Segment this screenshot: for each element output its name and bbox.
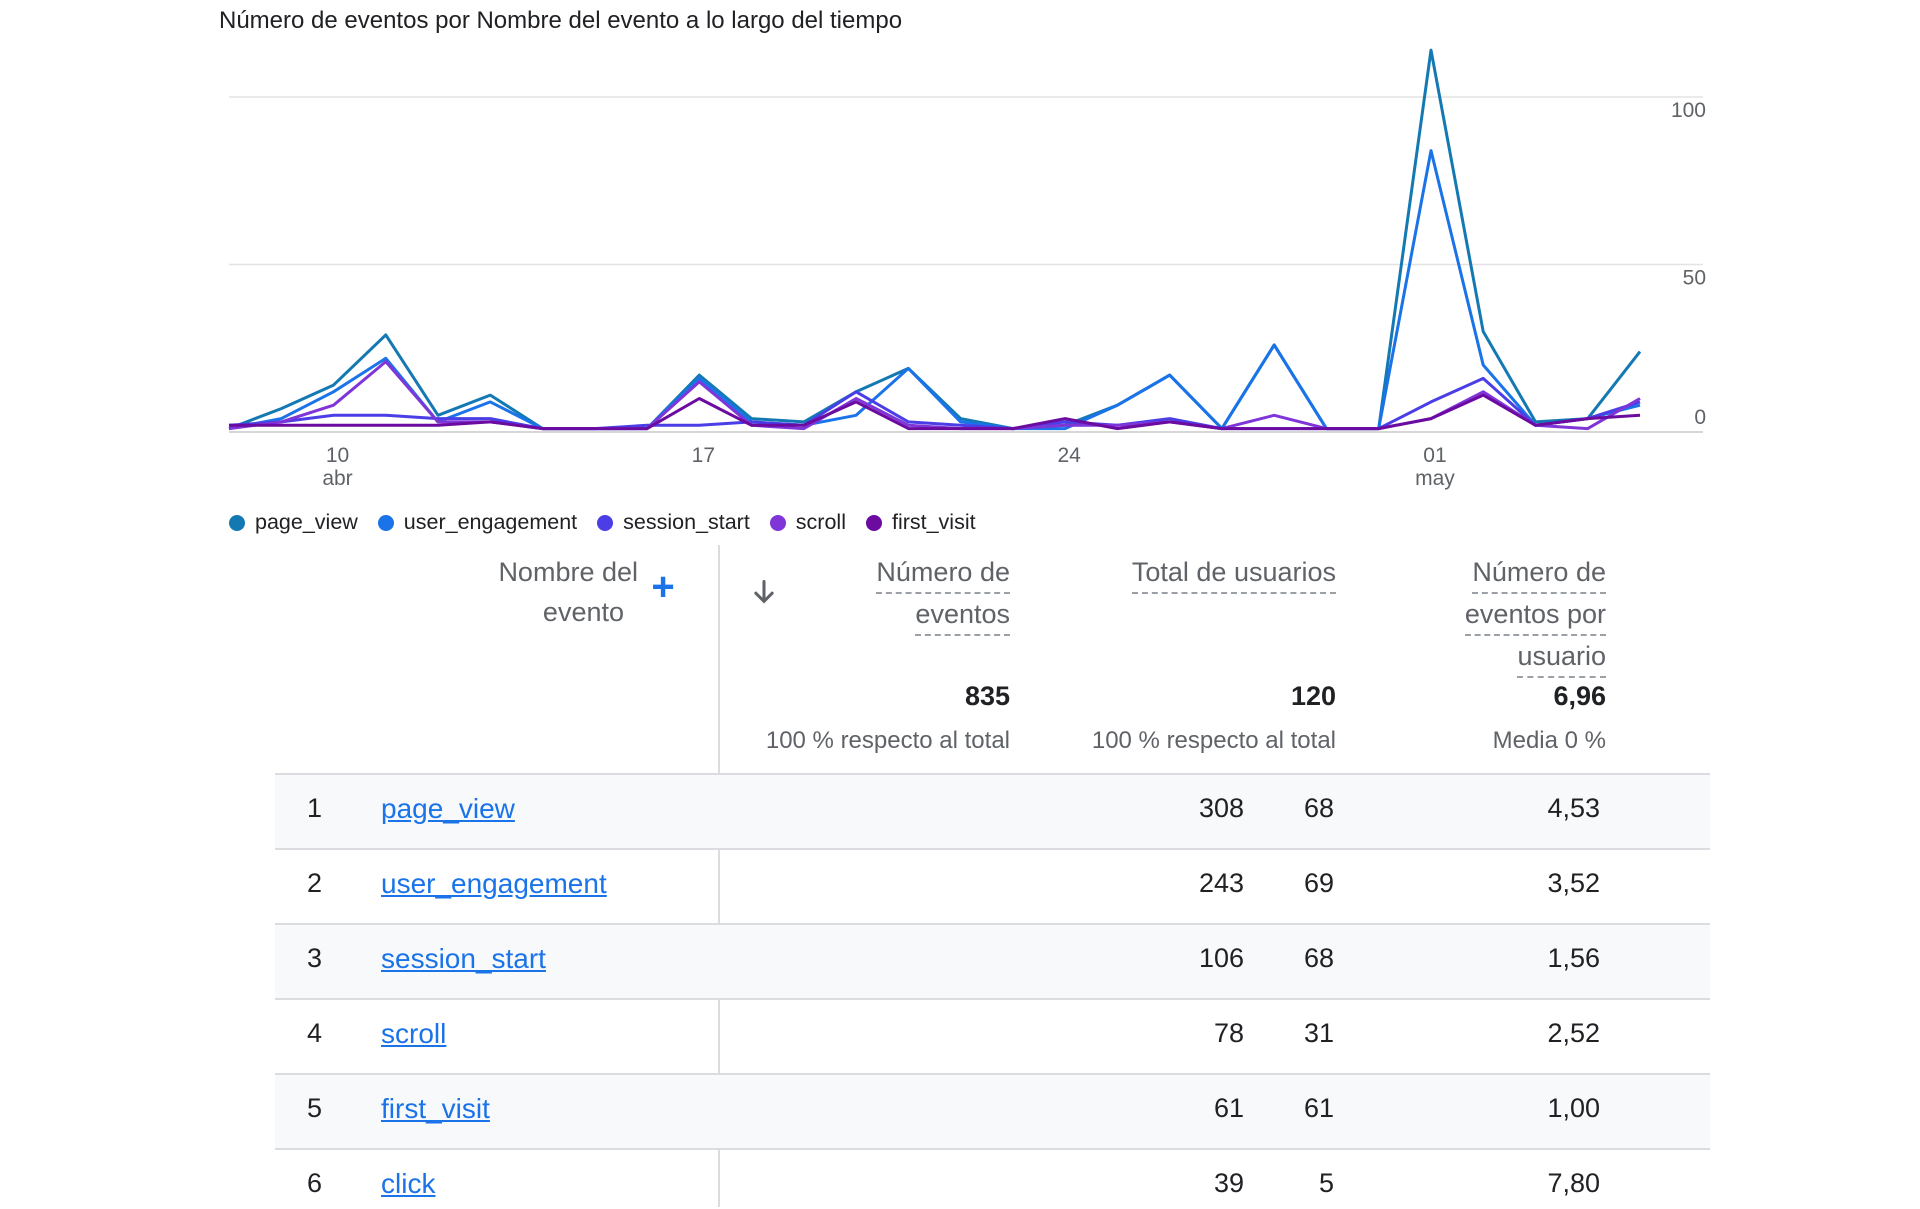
series-line-user-engagement[interactable] [228,149,1641,431]
add-dimension-button[interactable]: + [651,565,675,609]
legend-label: user_engagement [403,510,578,534]
y-tick-label: 50 [1683,267,1706,290]
row-events-per-user: 7,80 [1547,1168,1600,1198]
table-row[interactable]: 2 user_engagement 243 69 3,52 [275,848,1710,924]
row-total-users: 5 [1318,1168,1334,1198]
header-events-per-user-line3: usuario [1517,636,1606,678]
legend-label: scroll [795,510,846,534]
row-total-users: 68 [1303,793,1334,823]
total-users-subtext: 100 % respecto al total [1091,727,1336,754]
y-tick-label: 100 [1671,99,1706,122]
header-events-per-user[interactable]: Número de eventos por usuario [1390,552,1606,678]
legend-dot-icon [597,514,614,531]
x-tick-month-label: may [1415,467,1455,490]
row-event-link[interactable]: user_engagement [381,868,607,899]
series-line-session-start[interactable] [228,376,1641,431]
header-total-users[interactable]: Total de usuarios [1060,552,1336,594]
legend-item-first-visit[interactable]: first_visit [865,510,976,535]
row-events-per-user: 2,52 [1547,1018,1600,1048]
legend-dot-icon [769,514,786,531]
legend-dot-icon [865,514,882,531]
x-tick-label: 17 [692,444,715,467]
row-event-count: 308 [1198,793,1244,823]
series-line-page-view[interactable] [228,48,1642,431]
total-users: 120 [1290,681,1336,711]
legend-dot-icon [377,514,394,531]
row-events-per-user: 1,00 [1547,1093,1600,1123]
legend-item-page-view[interactable]: page_view [229,510,358,535]
total-events-subtext: 100 % respecto al total [765,727,1010,754]
table-row[interactable]: 4 scroll 78 31 2,52 [275,998,1710,1074]
table-row[interactable]: 1 page_view 308 68 4,53 [275,773,1710,849]
chart-legend: page_view user_engagement session_start … [229,510,996,535]
header-event-name-line2: evento [542,597,624,627]
row-event-link[interactable]: first_visit [381,1093,490,1124]
total-events: 835 [964,681,1010,711]
header-event-count-line2: eventos [915,594,1010,636]
header-event-name[interactable]: Nombre del evento [470,552,638,632]
legend-item-session-start[interactable]: session_start [597,510,750,535]
row-events-per-user: 1,56 [1547,943,1600,973]
series-line-first-visit[interactable] [229,393,1641,431]
row-index: 3 [307,943,323,973]
x-tick-label: 01 [1423,444,1446,467]
header-events-per-user-line2: eventos por [1464,594,1606,636]
row-total-users: 69 [1303,868,1334,898]
total-per-user: 6,96 [1553,681,1606,711]
row-event-count: 39 [1213,1168,1244,1198]
legend-label: first_visit [891,510,976,534]
table-row[interactable]: 6 click 39 5 7,80 [275,1148,1710,1209]
row-event-link[interactable]: session_start [381,943,546,974]
column-divider [718,545,720,1207]
header-event-count[interactable]: Número de eventos [820,552,1010,636]
row-index: 6 [307,1168,323,1198]
chart-title: Número de eventos por Nombre del evento … [219,7,903,34]
row-event-count: 78 [1213,1018,1244,1048]
legend-dot-icon [229,514,245,531]
row-index: 1 [307,793,323,823]
row-events-per-user: 3,52 [1547,868,1600,898]
legend-item-user-engagement[interactable]: user_engagement [377,510,578,535]
row-event-link[interactable]: click [381,1168,436,1199]
legend-label: session_start [623,510,750,534]
row-total-users: 61 [1303,1093,1334,1123]
header-event-count-line1: Número de [876,552,1010,594]
total-per-user-subtext: Media 0 % [1492,727,1606,754]
header-events-per-user-line1: Número de [1472,552,1606,594]
row-event-count: 61 [1213,1093,1244,1123]
legend-label: page_view [255,510,358,534]
row-event-count: 106 [1198,943,1244,973]
row-index: 2 [307,868,323,898]
row-index: 5 [307,1093,323,1123]
header-total-users-label: Total de usuarios [1131,552,1336,594]
row-total-users: 68 [1303,943,1334,973]
legend-item-scroll[interactable]: scroll [769,510,846,535]
x-tick-label: 10 [326,444,349,467]
table-row[interactable]: 3 session_start 106 68 1,56 [275,923,1710,999]
row-total-users: 31 [1303,1018,1334,1048]
row-index: 4 [307,1018,323,1048]
row-event-link[interactable]: scroll [381,1018,447,1049]
row-events-per-user: 4,53 [1547,793,1600,823]
sort-descending-icon[interactable] [750,578,778,606]
x-tick-month-label: abr [322,467,352,490]
row-event-count: 243 [1198,868,1244,898]
header-event-name-line1: Nombre del [498,557,638,587]
table-row[interactable]: 5 first_visit 61 61 1,00 [275,1073,1710,1149]
row-event-link[interactable]: page_view [381,793,515,824]
x-tick-label: 24 [1057,444,1081,467]
y-tick-label: 0 [1694,406,1706,429]
